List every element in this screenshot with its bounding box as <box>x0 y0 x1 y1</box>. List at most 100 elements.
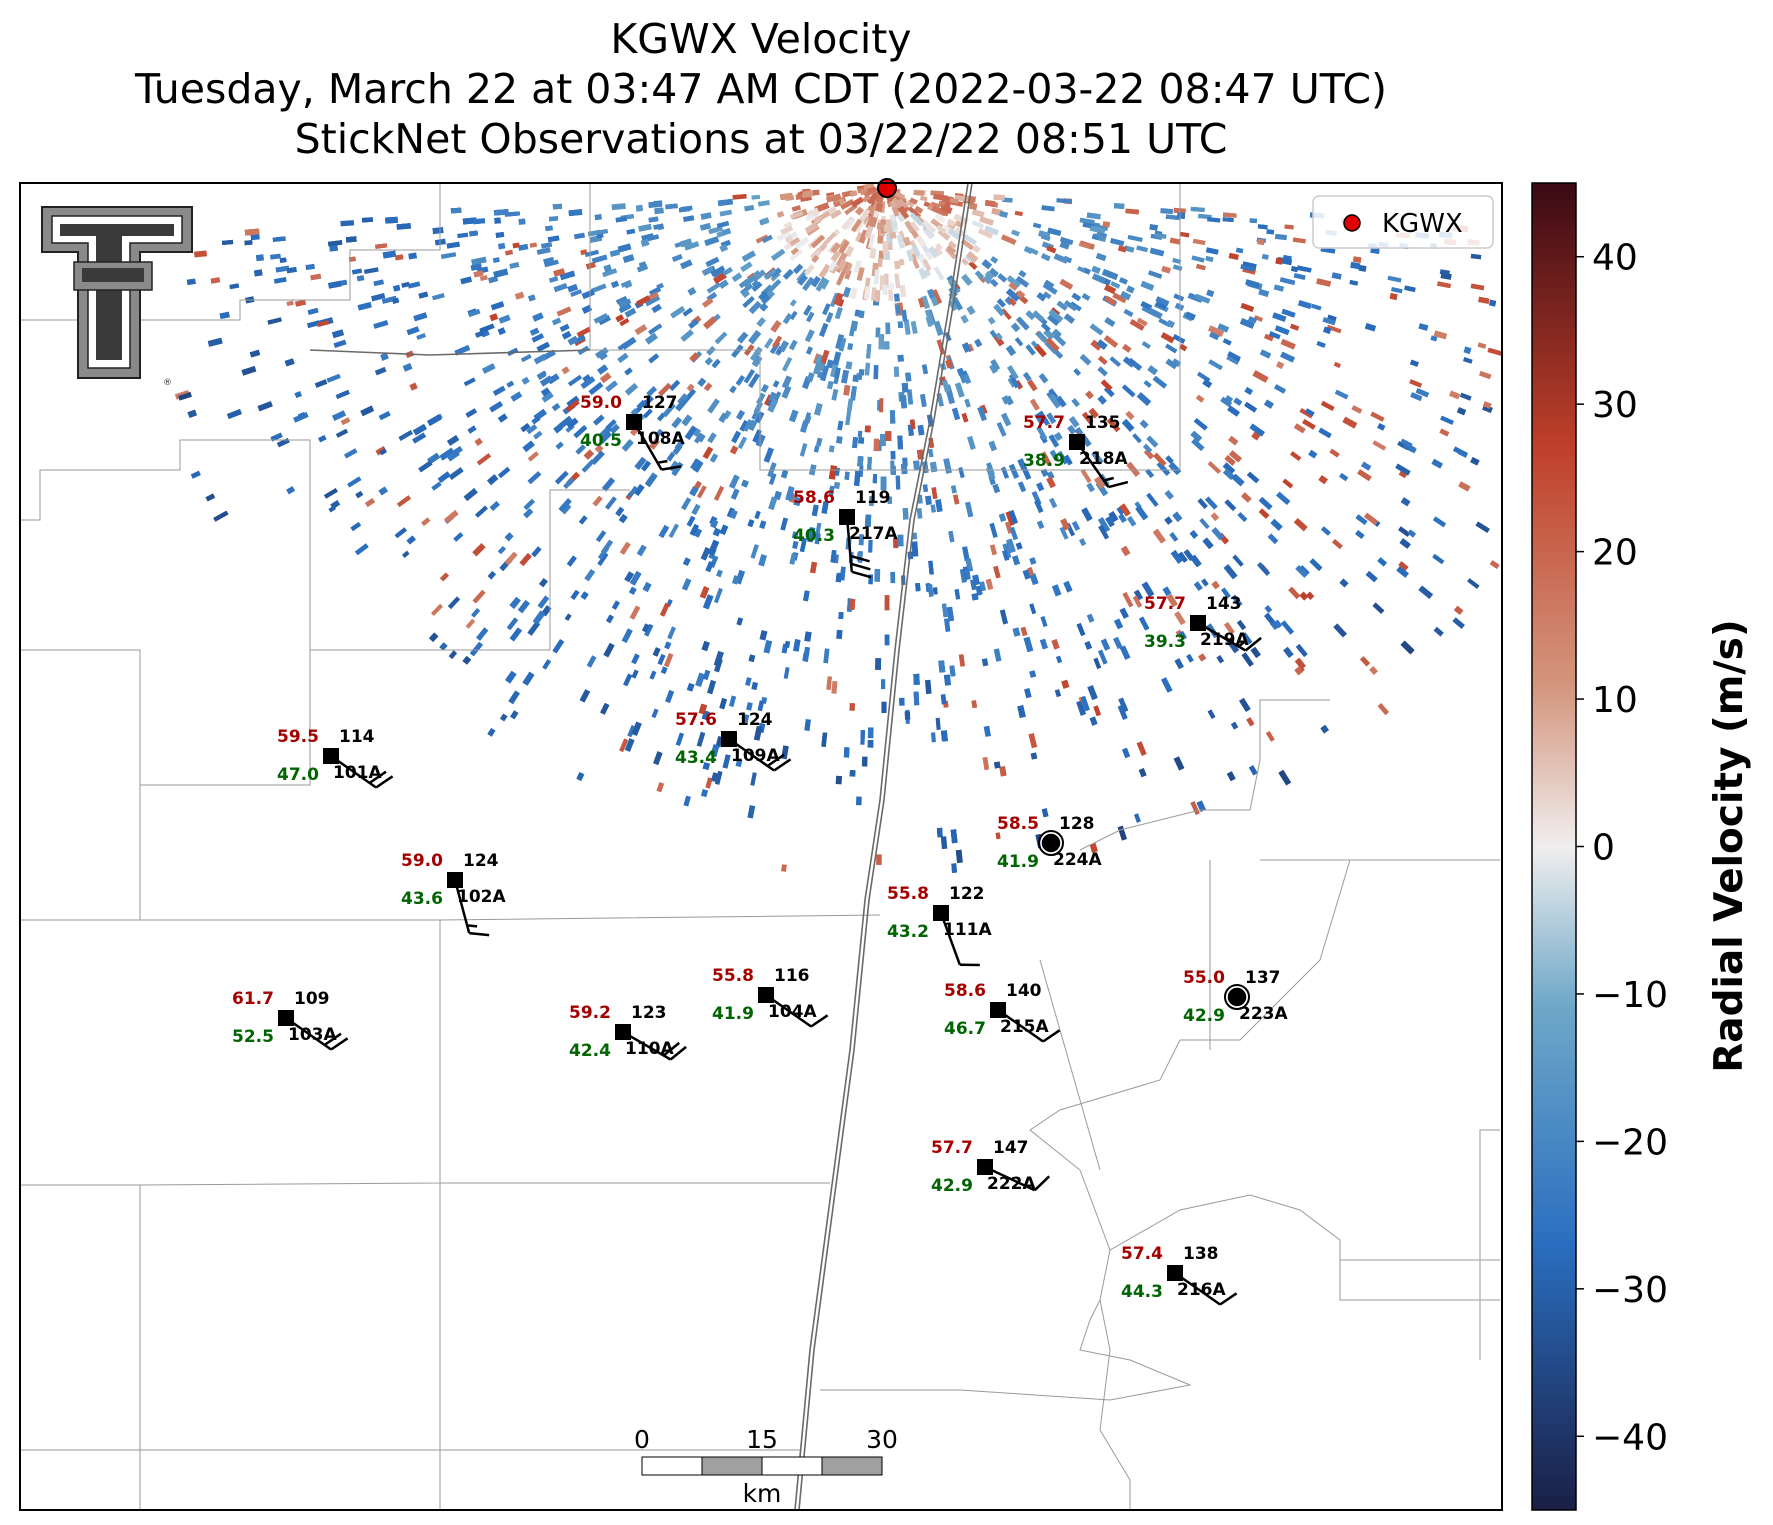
wind-barb-full <box>1219 1292 1238 1306</box>
station-108a[interactable]: 59.0 127 40.5 108A <box>580 393 685 471</box>
station-dewpoint: 40.5 <box>580 431 622 451</box>
station-dewpoint: 44.3 <box>1121 1282 1163 1302</box>
wind-barb-full <box>1042 1029 1061 1043</box>
wind-barb-full <box>1033 1175 1051 1192</box>
wind-barb-full <box>1244 636 1262 652</box>
wind-barb-full <box>368 770 387 785</box>
colorbar-tick-label: 30 <box>1592 385 1638 426</box>
station-marker <box>1190 615 1206 631</box>
station-marker <box>1040 832 1062 854</box>
station-temperature: 55.8 <box>887 884 929 904</box>
station-dewpoint: 43.4 <box>675 748 717 768</box>
map-panel[interactable]: 59.0 127 40.5 108A 57.7 135 38.9 218A 58.6 119 40.… <box>19 178 1503 1511</box>
station-id: 222A <box>987 1174 1036 1194</box>
station-marker <box>615 1024 631 1040</box>
station-dewpoint: 42.4 <box>569 1041 611 1061</box>
colorbar-tick-label: 0 <box>1592 828 1615 869</box>
station-id: 104A <box>768 1002 817 1022</box>
station-pressure: 143 <box>1206 594 1242 614</box>
county-line <box>20 920 441 1186</box>
station-layer: 59.0 127 40.5 108A 57.7 135 38.9 218A 58.6 119 40.… <box>232 393 1288 1306</box>
colorbar-tick-label: 10 <box>1592 680 1638 721</box>
wind-barb-full <box>669 1045 687 1061</box>
county-line <box>1029 859 1500 1261</box>
station-104a[interactable]: 55.8 116 41.9 104A <box>712 966 829 1028</box>
station-pressure: 138 <box>1183 1244 1219 1264</box>
colorbar-label: Radial Velocity (m/s) <box>1707 619 1752 1072</box>
station-temperature: 57.4 <box>1121 1244 1163 1264</box>
legend-label: KGWX <box>1382 209 1463 239</box>
scale-bar: 0 15 30 km <box>634 1425 898 1508</box>
map-background <box>20 183 1502 1510</box>
station-pressure: 127 <box>642 393 678 413</box>
wind-barb-full <box>850 562 871 571</box>
station-temperature: 58.6 <box>944 981 986 1001</box>
county-line <box>20 439 630 651</box>
station-marker <box>447 872 463 888</box>
station-temperature: 59.2 <box>569 1003 611 1023</box>
station-dewpoint: 46.7 <box>944 1019 986 1039</box>
station-222a[interactable]: 57.7 147 42.9 222A <box>931 1138 1051 1196</box>
station-marker <box>977 1159 993 1175</box>
legend-radar-marker <box>1343 214 1361 232</box>
station-110a[interactable]: 59.2 123 42.4 110A <box>569 1003 687 1061</box>
scale-unit: km <box>743 1479 782 1508</box>
station-marker <box>1069 434 1085 450</box>
station-101a[interactable]: 59.5 114 47.0 101A <box>277 727 394 789</box>
station-109a[interactable]: 57.6 124 43.4 109A <box>675 710 792 772</box>
wind-barb-full <box>766 753 785 768</box>
station-pressure: 119 <box>855 488 891 508</box>
station-dewpoint: 41.9 <box>997 852 1039 872</box>
station-calm-ring <box>1224 984 1250 1010</box>
station-102a[interactable]: 59.0 124 43.6 102A <box>401 851 506 937</box>
station-pressure: 124 <box>463 851 499 871</box>
station-marker <box>758 987 774 1003</box>
station-temperature: 55.8 <box>712 966 754 986</box>
wind-barb-full <box>851 570 872 579</box>
station-pressure: 124 <box>737 710 773 730</box>
station-103a[interactable]: 61.7 109 52.5 103A <box>232 989 349 1051</box>
station-217a[interactable]: 58.6 119 40.3 217A <box>793 488 898 579</box>
station-219a[interactable]: 57.7 143 39.3 219A <box>1144 594 1262 652</box>
county-line <box>1039 959 1101 1171</box>
station-224a[interactable]: 58.5 128 41.9 224A <box>997 814 1102 872</box>
county-line <box>1479 1129 1500 1360</box>
title-observations: StickNet Observations at 03/22/22 08:51 … <box>294 115 1228 163</box>
station-pressure: 122 <box>949 884 985 904</box>
station-216a[interactable]: 57.4 138 44.3 216A <box>1121 1244 1238 1306</box>
wind-barb-half <box>467 924 478 928</box>
station-111a[interactable]: 55.8 122 43.2 111A <box>887 884 992 967</box>
wind-barb-shaft <box>939 912 961 966</box>
colorbar-tick-label: −10 <box>1592 975 1668 1016</box>
wind-barb-full <box>661 465 682 471</box>
station-pressure: 140 <box>1006 981 1042 1001</box>
station-marker <box>1226 986 1248 1008</box>
title-time: Tuesday, March 22 at 03:47 AM CDT (2022-… <box>134 65 1387 113</box>
station-id: 217A <box>849 524 898 544</box>
station-dewpoint: 43.2 <box>887 922 929 942</box>
station-temperature: 58.6 <box>793 488 835 508</box>
county-line <box>1079 699 1330 851</box>
station-id: 108A <box>636 429 685 449</box>
station-id: 103A <box>288 1025 337 1045</box>
wind-barb-full <box>375 775 394 789</box>
station-marker <box>278 1010 294 1026</box>
wind-barb-half <box>1237 639 1248 648</box>
station-id: 219A <box>1200 630 1249 650</box>
radar-site-marker[interactable] <box>877 178 897 198</box>
station-temperature: 57.7 <box>1023 413 1065 433</box>
wind-barb-full <box>662 1041 680 1057</box>
map-frame <box>19 182 1503 1511</box>
station-pressure: 109 <box>294 989 330 1009</box>
station-calm-ring <box>1038 830 1064 856</box>
station-218a[interactable]: 57.7 135 38.9 218A <box>1023 413 1128 489</box>
station-temperature: 58.5 <box>997 814 1039 834</box>
station-pressure: 116 <box>774 966 810 986</box>
station-215a[interactable]: 58.6 140 46.7 215A <box>944 981 1061 1043</box>
station-id: 215A <box>1000 1017 1049 1037</box>
station-temperature: 55.0 <box>1183 968 1225 988</box>
county-line <box>1339 1260 1500 1301</box>
station-marker <box>990 1002 1006 1018</box>
station-pressure: 114 <box>339 727 375 747</box>
station-223a[interactable]: 55.0 137 42.9 223A <box>1183 968 1288 1026</box>
